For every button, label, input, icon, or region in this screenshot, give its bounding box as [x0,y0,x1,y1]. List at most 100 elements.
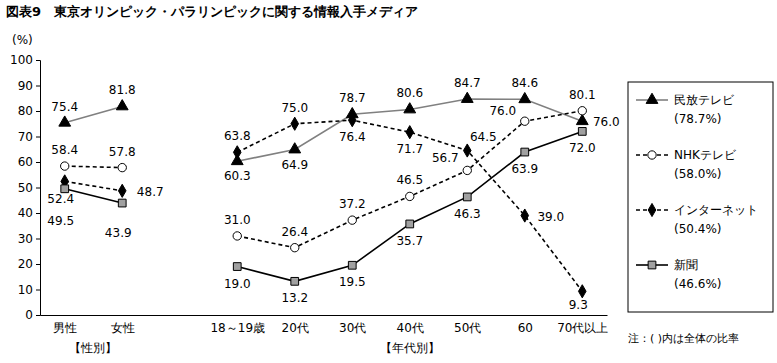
data-label: 31.0 [224,213,251,227]
data-label: 9.3 [569,298,588,312]
y-tick-label: 30 [18,232,33,246]
series-marker [404,103,416,113]
series-marker [406,192,414,200]
series-marker [463,193,471,201]
y-tick-mark [36,188,40,189]
legend-overall: (46.6%) [674,277,721,291]
y-tick-mark [36,264,40,265]
data-label: 35.7 [396,234,423,248]
legend: 民放テレビ(78.7%)NHKテレビ(58.0%)インターネット(50.4%)新… [628,82,773,312]
data-label: 48.7 [137,185,164,199]
data-label: 64.9 [281,158,308,172]
data-label: 80.6 [396,86,423,100]
series-marker [348,261,356,269]
y-tick: 50 [18,181,40,195]
series-marker [578,107,586,115]
y-tick-mark [36,239,40,240]
series-marker [118,163,126,171]
data-label: 49.5 [47,214,74,228]
series-marker [521,148,529,156]
group-label: 【年代別】 [380,341,440,355]
data-label: 78.7 [339,91,366,105]
x-tick: 30代 [339,321,366,335]
x-tick: 女性 [111,321,135,335]
y-tick: 90 [18,79,40,93]
chart-svg: 図表9 東京オリンピック・パラリンピックに関する情報入手メディア (%) 0 10 20… [0,0,777,363]
series-marker [291,117,299,130]
series-marker [521,117,529,125]
series-marker [463,144,471,157]
title: 図表9 東京オリンピック・パラリンピックに関する情報入手メディア [6,4,418,19]
legend-label: NHKテレビ [674,148,737,162]
y-tick-label: 40 [18,206,33,220]
series-marker [291,277,299,285]
series-marker [289,143,301,153]
y-tick-label: 90 [18,79,33,93]
x-axis-line [41,315,608,316]
legend-box [628,82,773,312]
data-label: 60.3 [224,169,251,183]
data-label: 43.9 [105,226,132,240]
data-label: 63.9 [511,162,538,176]
legend-label: インターネット [674,203,758,217]
data-label: 19.5 [339,275,366,289]
series-marker [118,199,126,207]
data-label: 75.4 [51,100,78,114]
series-marker [291,243,299,251]
y-axis-label: (%) [12,33,33,47]
data-label: 64.5 [470,130,497,144]
data-label: 80.1 [569,88,596,102]
series-marker [348,114,356,127]
legend-marker [646,93,658,103]
data-label: 56.7 [432,151,459,165]
series-marker [578,128,586,136]
data-label: 75.0 [281,101,308,115]
y-tick-label: 60 [18,155,33,169]
y-tick: 40 [18,206,40,220]
y-tick-label: 50 [18,181,33,195]
data-label: 13.2 [281,291,308,305]
legend-label: 民放テレビ [674,93,735,107]
x-tick-label: 50代 [454,321,481,335]
data-label: 52.4 [47,192,74,206]
series-marker [61,162,69,170]
data-label: 71.7 [396,142,423,156]
plot-marks [59,92,588,298]
series-marker [521,209,529,222]
data-label: 76.0 [593,115,620,129]
y-tick: 60 [18,155,40,169]
series-marker [576,114,588,124]
series-marker [233,232,241,240]
data-label: 57.8 [109,145,136,159]
series-marker [463,166,471,174]
y-tick-mark [36,162,40,163]
x-tick-label: 40代 [397,321,424,335]
y-tick-mark [36,111,40,112]
data-label: 84.7 [454,76,481,90]
x-axis: 男性女性18～19歳20代30代40代50代6070代以上 [41,316,609,335]
x-tick-label: 70代以上 [557,321,608,335]
y-tick-label: 10 [18,283,33,297]
y-tick-label: 80 [18,104,33,118]
data-label: 19.0 [224,277,251,291]
legend-marker [648,261,656,269]
series-marker [233,146,241,159]
data-label: 76.4 [339,130,366,144]
legend-overall: (50.4%) [674,222,721,236]
series-marker [348,216,356,224]
data-label: 26.4 [281,225,308,239]
y-tick: 0 [25,308,40,322]
series-line [65,120,583,291]
y-tick-mark [36,60,40,61]
y-tick-mark [36,315,40,316]
y-tick: 20 [18,257,40,271]
x-tick-label: 女性 [111,321,135,335]
data-label: 37.2 [339,197,366,211]
y-tick: 10 [18,283,40,297]
x-tick: 50代 [454,321,481,335]
x-tick: 20代 [282,321,309,335]
y-tick-mark [36,213,40,214]
legend-overall: (58.0%) [674,167,721,181]
series-line [65,131,583,281]
x-tick: 18～19歳 [210,321,265,335]
